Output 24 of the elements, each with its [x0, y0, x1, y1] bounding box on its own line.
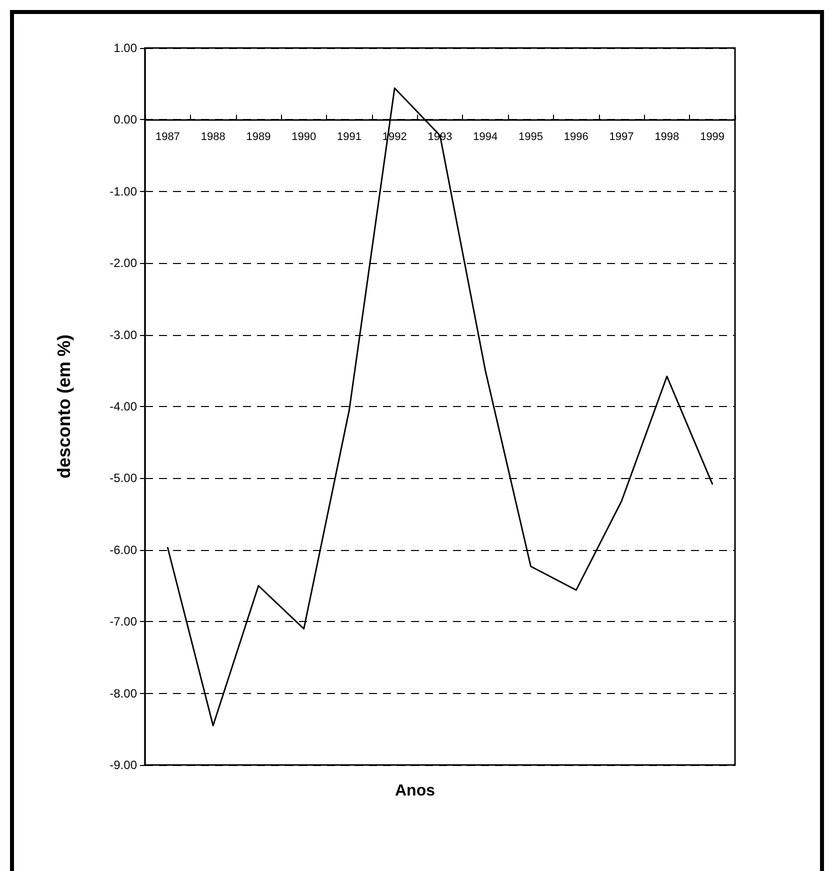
x-tick-label: 1987	[155, 131, 180, 144]
x-tick-label: 1989	[246, 131, 271, 144]
x-tick-label: 1999	[700, 131, 725, 144]
x-tick-label: 1997	[609, 131, 634, 144]
y-tick-label: -1.00	[110, 184, 138, 198]
y-axis-title: desconto (em %)	[54, 334, 74, 479]
y-tick-label: -7.00	[110, 614, 138, 629]
x-tick-label: 1988	[200, 131, 226, 144]
y-tick-label: -2.00	[110, 256, 138, 270]
x-tick-label: 1991	[336, 131, 362, 144]
y-tick-label: -6.00	[110, 542, 138, 557]
x-axis-title: Anos	[395, 782, 436, 800]
y-tick-label: -5.00	[110, 471, 138, 486]
y-tick-label: -9.00	[110, 758, 138, 772]
x-tick-label: 1990	[292, 131, 316, 144]
y-tick-label: -4.00	[110, 400, 138, 414]
y-tick-label: -8.00	[110, 686, 138, 700]
x-tick-label: 1996	[564, 131, 588, 144]
y-tick-label: 1.00	[114, 41, 138, 55]
x-tick-label: 1995	[518, 131, 544, 144]
y-tick-label: -3.00	[110, 328, 138, 342]
x-tick-label: 1994	[473, 131, 498, 144]
y-tick-label: 0.00	[114, 112, 138, 127]
x-tick-label: 1998	[654, 131, 680, 144]
